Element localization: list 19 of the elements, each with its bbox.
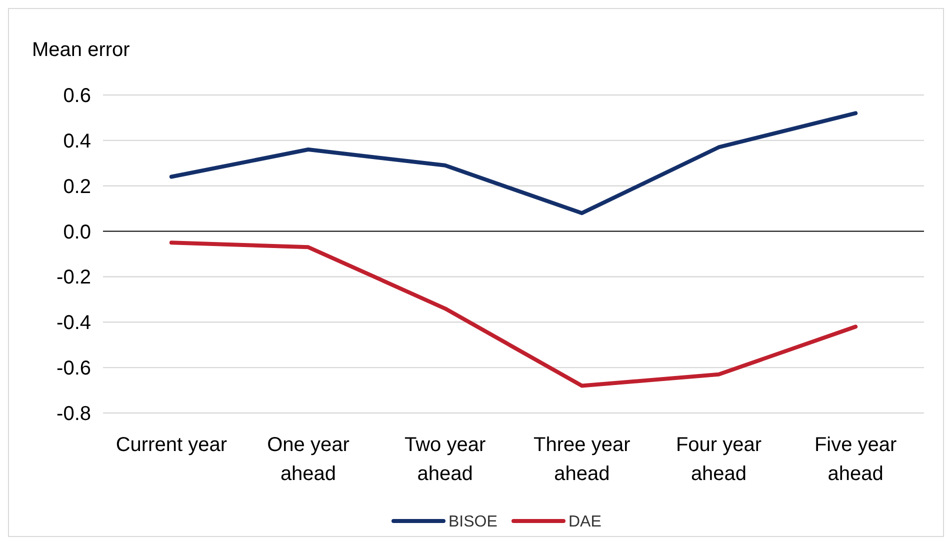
x-tick-label: Five year ahead: [814, 434, 898, 485]
y-tick-label: -0.4: [56, 312, 91, 334]
x-tick-label: Three year ahead: [534, 434, 631, 485]
y-axis-title: Mean error: [32, 39, 130, 61]
x-tick-label: Current year: [116, 434, 228, 456]
line-series: [169, 240, 858, 388]
y-tick-label: -0.2: [56, 266, 91, 289]
legend-label: BISOE: [448, 514, 498, 531]
x-tick-label: Two year ahead: [404, 434, 486, 485]
x-tick-label: One year ahead: [267, 434, 350, 485]
legend-label: DAE: [568, 514, 602, 531]
x-tick-label: Four year ahead: [676, 434, 762, 485]
y-tick-label: 0.6: [63, 85, 91, 107]
y-tick-label: -0.8: [56, 403, 91, 425]
y-tick-label: 0.4: [63, 130, 91, 152]
y-tick-label: -0.6: [56, 358, 91, 380]
line-series: [169, 111, 858, 216]
y-tick-label: 0.2: [63, 176, 91, 198]
y-tick-label: 0.0: [63, 221, 91, 244]
